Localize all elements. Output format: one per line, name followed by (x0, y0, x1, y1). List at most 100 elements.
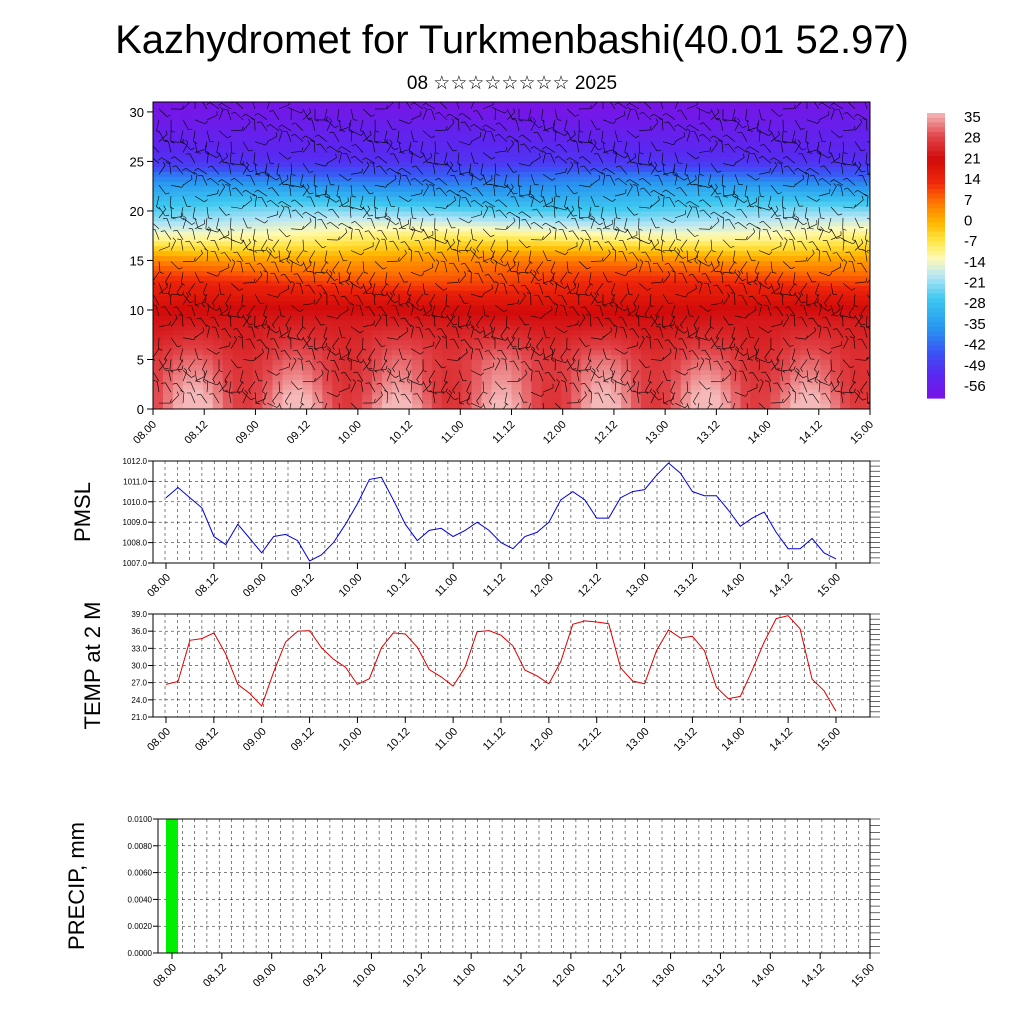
field-cell (770, 354, 781, 361)
field-cell (730, 359, 742, 366)
field-cell (650, 394, 662, 400)
field-cell (780, 111, 791, 118)
field-cell (670, 334, 682, 341)
field-cell (172, 329, 184, 336)
field-cell (790, 116, 801, 123)
field-cell (302, 329, 313, 336)
field-cell (411, 176, 423, 182)
field-cell (750, 404, 762, 409)
field-cell (740, 220, 752, 227)
field-cell (621, 171, 632, 177)
field-cell (710, 329, 722, 336)
field-cell (581, 151, 592, 158)
field-cell (601, 102, 612, 108)
field-cell (352, 196, 363, 202)
field-cell (650, 196, 662, 202)
field-cell (212, 374, 224, 380)
field-cell (690, 384, 702, 390)
field-cell (800, 300, 811, 306)
field-cell (312, 314, 323, 321)
field-cell (670, 300, 682, 306)
field-cell (312, 334, 323, 341)
field-cell (710, 404, 722, 409)
field-cell (660, 349, 672, 356)
field-cell (322, 344, 333, 351)
field-cell (202, 290, 214, 296)
field-cell (382, 220, 393, 227)
field-cell (810, 275, 821, 281)
field-cell (531, 374, 542, 380)
field-cell (332, 210, 343, 217)
field-cell (640, 384, 652, 390)
field-cell (700, 319, 712, 326)
field-cell (581, 399, 592, 405)
field-cell (830, 379, 841, 385)
field-cell (611, 394, 622, 400)
field-cell (501, 305, 513, 311)
field-cell (800, 156, 811, 163)
field-cell (700, 245, 712, 252)
field-cell (810, 339, 821, 346)
field-cell (511, 394, 523, 400)
field-cell (372, 250, 383, 257)
field-cell (820, 379, 831, 385)
field-cell (680, 230, 692, 237)
field-cell (770, 215, 781, 222)
field-cell (551, 389, 562, 395)
field-cell (332, 399, 343, 405)
field-cell (631, 344, 642, 351)
field-cell (830, 116, 841, 123)
field-cell (750, 201, 762, 207)
field-cell (461, 309, 473, 316)
field-cell (362, 295, 373, 301)
field-cell (611, 374, 622, 380)
field-cell (541, 389, 552, 395)
field-cell (172, 369, 184, 375)
field-cell (332, 349, 343, 356)
field-cell (531, 334, 542, 341)
field-cell (621, 220, 632, 227)
field-cell (531, 151, 542, 158)
field-cell (352, 260, 363, 266)
field-cell (710, 319, 722, 326)
field-cell (800, 384, 811, 390)
field-cell (322, 309, 333, 316)
field-cell (332, 319, 343, 326)
field-cell (172, 339, 184, 346)
field-cell (272, 205, 284, 212)
field-cell (382, 265, 393, 271)
wind-barb (410, 381, 422, 386)
field-cell (222, 131, 234, 138)
field-cell (680, 295, 692, 301)
field-cell (441, 305, 453, 311)
field-cell (511, 349, 523, 356)
field-cell (421, 106, 433, 113)
field-cell (272, 240, 284, 247)
field-cell (491, 146, 503, 153)
field-cell (441, 404, 453, 409)
field-cell (561, 220, 572, 227)
field-cell (222, 210, 234, 217)
field-cell (172, 225, 184, 232)
field-cell (531, 265, 542, 271)
field-cell (401, 379, 413, 385)
field-cell (342, 359, 353, 366)
field-cell (720, 255, 732, 262)
field-cell (222, 240, 234, 247)
field-cell (740, 369, 752, 375)
field-cell (621, 136, 632, 143)
field-cell (611, 265, 622, 271)
field-cell (372, 191, 383, 197)
field-cell (212, 285, 224, 291)
field-cell (511, 344, 523, 351)
field-cell (760, 171, 772, 177)
wind-barb (656, 381, 664, 391)
field-cell (362, 146, 373, 153)
field-cell (541, 171, 552, 177)
field-cell (551, 359, 562, 366)
wind-barb (765, 371, 772, 382)
wind-barb (168, 370, 172, 382)
field-cell (700, 260, 712, 266)
field-cell (441, 265, 453, 271)
field-cell (501, 374, 513, 380)
